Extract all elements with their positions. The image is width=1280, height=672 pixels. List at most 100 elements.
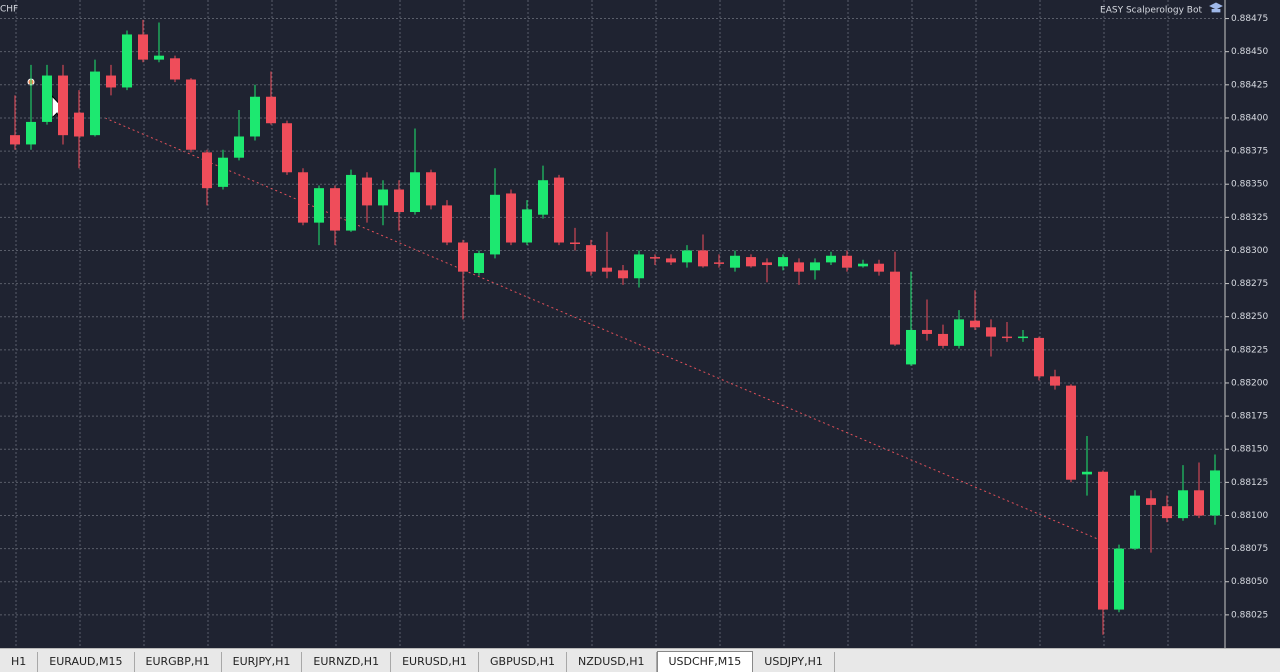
candle-body — [1162, 506, 1172, 519]
candle-body — [1130, 495, 1140, 549]
candle-body — [762, 262, 772, 266]
candle-body — [986, 327, 996, 337]
candle-body — [122, 34, 132, 88]
y-tick-label: 0.88025 — [1231, 610, 1268, 620]
symbol-label: CHF — [0, 5, 18, 15]
candle-body — [650, 257, 660, 259]
candle-body — [1002, 336, 1012, 339]
chart-tab[interactable]: USDCHF,M15 — [656, 651, 754, 672]
candle-body — [522, 209, 532, 243]
candle-body — [778, 257, 788, 267]
candle-body — [1082, 471, 1092, 475]
candle-body — [58, 75, 68, 136]
candle-body — [1098, 471, 1108, 610]
candle-body — [890, 271, 900, 345]
candle-body — [74, 112, 84, 137]
candle-body — [1050, 376, 1060, 386]
candle-body — [314, 188, 324, 223]
candle-body — [602, 267, 612, 272]
candle-body — [1146, 498, 1156, 505]
chart-tab[interactable]: EURAUD,M15 — [38, 652, 135, 672]
candle-body — [138, 34, 148, 60]
y-tick-label: 0.88300 — [1231, 246, 1268, 256]
candle-body — [218, 157, 228, 187]
candle-body — [1194, 490, 1204, 516]
candle-body — [1018, 336, 1028, 339]
candle-body — [730, 255, 740, 268]
candle-body — [714, 262, 724, 264]
y-tick-label: 0.88475 — [1231, 14, 1268, 24]
candle-body — [410, 172, 420, 213]
candle-body — [250, 96, 260, 137]
candle-body — [794, 262, 804, 272]
candle-body — [442, 205, 452, 243]
vertical-grid — [15, 0, 1169, 648]
trend-line — [104, 117, 1101, 541]
candle-body — [906, 329, 916, 365]
candle-body — [394, 189, 404, 213]
candle-body — [954, 319, 964, 346]
y-tick-label: 0.88400 — [1231, 113, 1268, 123]
candle-body — [586, 245, 596, 272]
candle-body — [186, 79, 196, 150]
candle-body — [970, 320, 980, 328]
candle-body — [666, 258, 676, 263]
candle-body — [490, 194, 500, 255]
candle-body — [474, 253, 484, 273]
y-tick-label: 0.88125 — [1231, 478, 1268, 488]
candle-body — [826, 255, 836, 263]
candle-body — [634, 254, 644, 279]
chart-tab[interactable]: EURJPY,H1 — [222, 652, 303, 672]
y-tick-label: 0.88325 — [1231, 213, 1268, 223]
candle-body — [746, 257, 756, 267]
candle-body — [618, 270, 628, 279]
y-tick-label: 0.88375 — [1231, 147, 1268, 157]
y-tick-label: 0.88200 — [1231, 378, 1268, 388]
chart-tab[interactable]: H1 — [0, 652, 39, 672]
y-tick-label: 0.88425 — [1231, 80, 1268, 90]
candle-body — [154, 55, 164, 60]
candle-body — [1114, 548, 1124, 610]
y-tick-label: 0.88100 — [1231, 511, 1268, 521]
candle-body — [234, 136, 244, 158]
candle-body — [938, 333, 948, 346]
expert-label: EASY Scalperology Bot — [1100, 6, 1202, 16]
y-tick-label: 0.88350 — [1231, 180, 1268, 190]
candle-body — [858, 263, 868, 267]
candle-body — [106, 75, 116, 88]
chart-tab[interactable]: EURNZD,H1 — [302, 652, 392, 672]
chart-tab[interactable]: EURUSD,H1 — [391, 652, 479, 672]
candle-body — [538, 180, 548, 215]
expert-icon — [1209, 2, 1223, 13]
candle-body — [26, 121, 36, 145]
candle-body — [202, 152, 212, 189]
candle-body — [506, 193, 516, 243]
chart: CHF EASY Scalperology Bot 0.88475 0.88450… — [0, 0, 1280, 648]
chart-background — [0, 0, 1280, 648]
candle-body — [42, 75, 52, 122]
candle-body — [330, 188, 340, 231]
candle-body — [1210, 470, 1220, 516]
candle-body — [874, 263, 884, 272]
candle-body — [426, 172, 436, 206]
chart-tab[interactable]: USDJPY,H1 — [753, 652, 835, 672]
candle-body — [90, 71, 100, 136]
y-tick-label: 0.88450 — [1231, 47, 1268, 57]
chart-tab[interactable]: GBPUSD,H1 — [479, 652, 567, 672]
candle-body — [810, 262, 820, 271]
candle-body — [842, 255, 852, 268]
candle-body — [10, 135, 20, 145]
y-tick-label: 0.88150 — [1231, 445, 1268, 455]
chart-tab[interactable]: NZDUSD,H1 — [567, 652, 657, 672]
chart-tab[interactable]: EURGBP,H1 — [135, 652, 222, 672]
tab-bar: H1 EURAUD,M15 EURGBP,H1 EURJPY,H1 EURNZD,H1 E… — [0, 648, 1280, 672]
candle-body — [298, 172, 308, 223]
candle-body — [458, 242, 468, 272]
y-tick-label: 0.88075 — [1231, 544, 1268, 554]
candle-body — [362, 177, 372, 206]
candle-body — [922, 329, 932, 334]
candle-body — [170, 58, 180, 80]
y-tick-label: 0.88275 — [1231, 279, 1268, 289]
candle-body — [554, 177, 564, 243]
